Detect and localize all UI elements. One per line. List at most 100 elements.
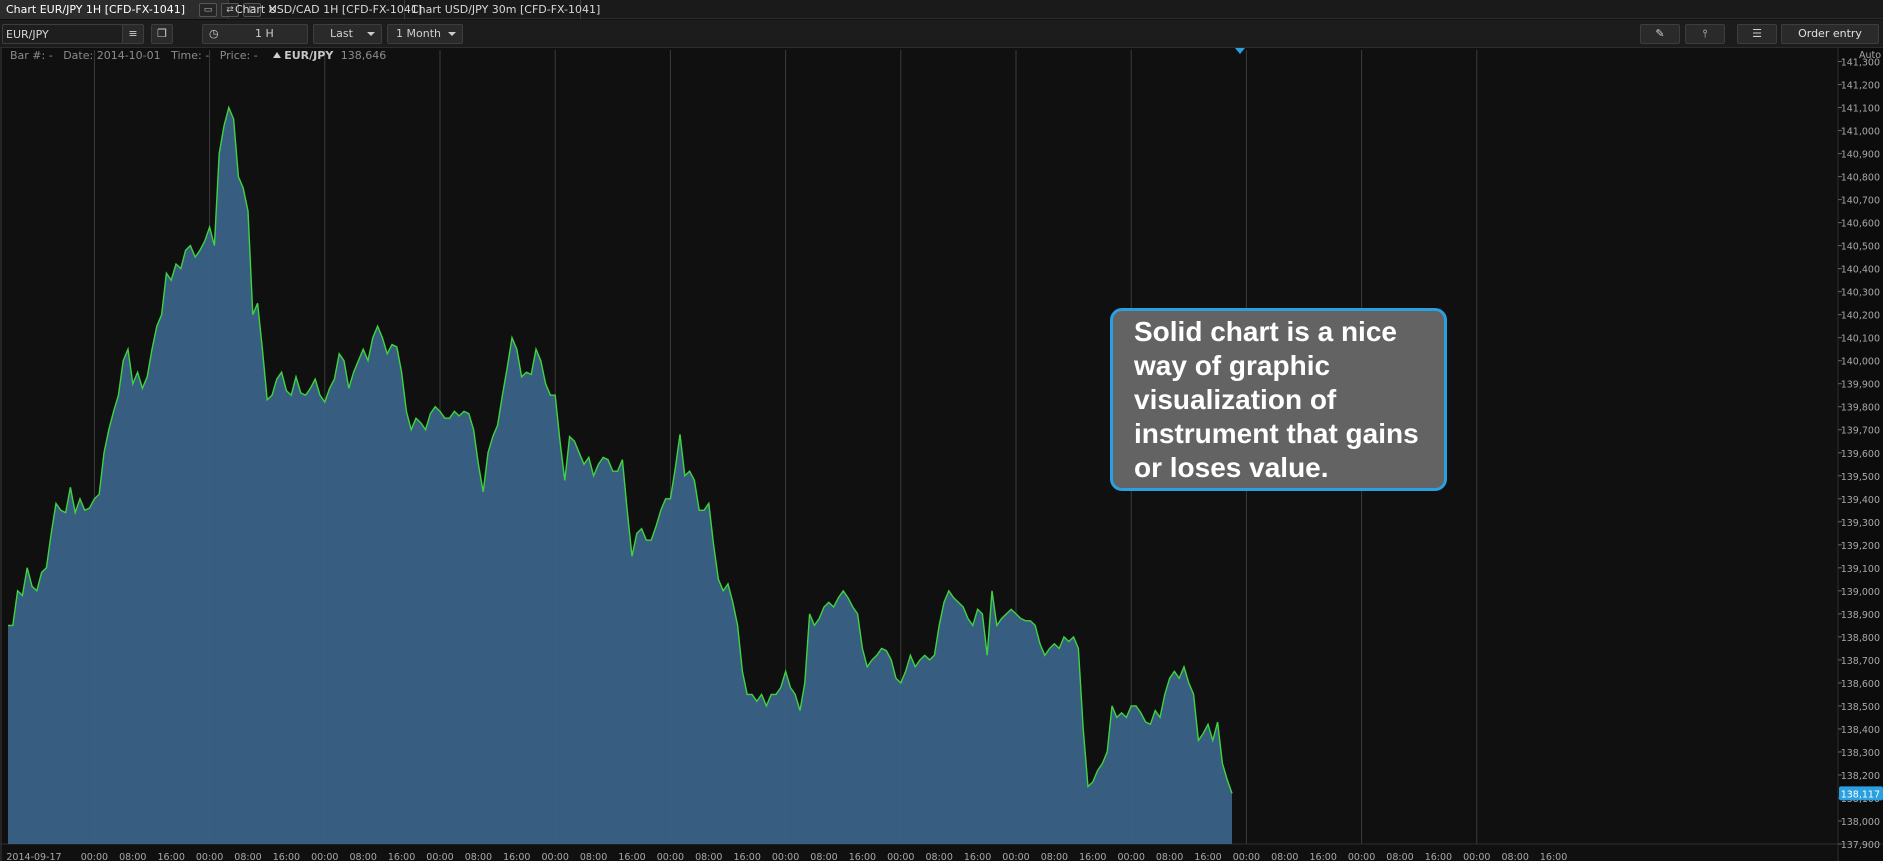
price-axis-label: 140,000 [1841, 357, 1880, 368]
price-axis-label: 140,900 [1841, 150, 1880, 161]
pin-icon[interactable]: ▭ [199, 2, 218, 17]
crosshair-info: Bar #: - Date: 2014-10-01 Time: - Price:… [10, 49, 386, 62]
price-axis-label: 138,700 [1841, 656, 1880, 667]
price-axis-label: 141,000 [1841, 127, 1880, 138]
price-axis-label: 137,900 [1841, 840, 1880, 851]
time-axis-label: 08:00 [695, 852, 722, 861]
time-axis-label: 08:00 [1386, 852, 1413, 861]
pencil-icon[interactable]: ✎ [1640, 24, 1680, 44]
price-axis-label: 139,900 [1841, 380, 1880, 391]
time-axis-label: 00:00 [1348, 852, 1375, 861]
time-axis-label: 08:00 [810, 852, 837, 861]
time-axis-label: 00:00 [657, 852, 684, 861]
time-axis-label: 08:00 [350, 852, 377, 861]
info-time: Time: - [171, 49, 210, 62]
time-axis-label: 00:00 [81, 852, 108, 861]
price-axis-label: 138,200 [1841, 771, 1880, 782]
price-line [8, 105, 1233, 794]
price-axis-label: 141,300 [1841, 58, 1880, 69]
detach-icon[interactable]: ◻ [243, 2, 262, 17]
price-axis-label: 140,500 [1841, 242, 1880, 253]
time-axis-label: 16:00 [964, 852, 991, 861]
time-axis-label: 00:00 [311, 852, 338, 861]
price-axis-label: 138,400 [1841, 725, 1880, 736]
time-axis-label: 08:00 [119, 852, 146, 861]
time-axis-label: 08:00 [580, 852, 607, 861]
bar-number: Bar #: - [10, 49, 53, 62]
tab-eurjpy-chart[interactable]: Chart EUR/JPY 1H [CFD-FX-1041] ▭ ⇄ ◻ × [0, 0, 278, 19]
interval-label: 1 H [255, 27, 274, 40]
time-axis-label: 16:00 [1079, 852, 1106, 861]
price-axis-label: 138,300 [1841, 748, 1880, 759]
current-price-marker [1839, 786, 1883, 801]
price-axis-label: 140,600 [1841, 219, 1880, 230]
tab-usdjpy-chart[interactable]: Chart USD/JPY 30m [CFD-FX-1041] [405, 0, 600, 19]
time-axis-label: 16:00 [273, 852, 300, 861]
tab-label: Chart USD/CAD 1H [CFD-FX-1041] [235, 3, 423, 16]
time-axis-label: 16:00 [503, 852, 530, 861]
time-axis-label: 16:00 [1540, 852, 1567, 861]
range-dropdown[interactable]: 1 Month [387, 24, 463, 44]
info-symbol-price: 138,646 [340, 49, 387, 62]
price-axis-label: 138,500 [1841, 702, 1880, 713]
chevron-down-icon [448, 32, 456, 36]
time-axis-label: 2014-09-17 [6, 852, 61, 861]
time-axis-label: 00:00 [196, 852, 223, 861]
time-axis-label: 16:00 [849, 852, 876, 861]
time-axis-label: 08:00 [1156, 852, 1183, 861]
time-axis-label: 08:00 [926, 852, 953, 861]
list-icon[interactable]: ≡ [122, 24, 144, 44]
info-symbol: EUR/JPY [284, 49, 334, 62]
indicator-icon[interactable]: ⫯ [1685, 24, 1725, 44]
chart-panel: 141,300 141,200 141,100 141,000 140,900 140,8… [0, 48, 1883, 861]
price-axis-label: 138,000 [1841, 817, 1880, 828]
price-axis-background [1838, 48, 1883, 861]
range-value: 1 Month [396, 27, 441, 40]
time-axis-label: 16:00 [1425, 852, 1452, 861]
time-axis-label: 00:00 [1118, 852, 1145, 861]
price-axis-label: 138,800 [1841, 633, 1880, 644]
windows-icon[interactable]: ❐ [151, 24, 173, 44]
price-axis-label: 139,000 [1841, 587, 1880, 598]
symbol-input[interactable] [2, 24, 142, 44]
price-axis-label: 141,100 [1841, 104, 1880, 115]
time-axis-label: 08:00 [465, 852, 492, 861]
clock-icon: ◷ [209, 27, 219, 40]
price-axis-label: 140,200 [1841, 311, 1880, 322]
menu-icon[interactable]: ☰ [1737, 24, 1777, 44]
close-icon[interactable]: × [267, 2, 278, 17]
info-date: Date: 2014-10-01 [63, 49, 161, 62]
time-axis-label: 08:00 [1271, 852, 1298, 861]
time-axis-label: 16:00 [1194, 852, 1221, 861]
tab-usdcad-chart[interactable]: Chart USD/CAD 1H [CFD-FX-1041] [229, 0, 422, 19]
price-axis-label: 140,700 [1841, 196, 1880, 207]
time-axis-label: 16:00 [618, 852, 645, 861]
price-axis-label: 140,100 [1841, 334, 1880, 345]
time-cursor-marker [1235, 48, 1245, 54]
time-axis-label: 00:00 [1463, 852, 1490, 861]
time-axis-label: 00:00 [426, 852, 453, 861]
price-axis-label: 141,200 [1841, 81, 1880, 92]
price-axis-label: 138,600 [1841, 679, 1880, 690]
tab-label: Chart EUR/JPY 1H [CFD-FX-1041] [6, 3, 186, 16]
price-axis-label: 139,500 [1841, 472, 1880, 483]
price-area-fill [8, 107, 1232, 844]
order-entry-button[interactable]: Order entry [1781, 24, 1879, 44]
tab-strip: Chart EUR/JPY 1H [CFD-FX-1041] ▭ ⇄ ◻ × C… [0, 0, 1883, 19]
price-axis-label: 139,700 [1841, 426, 1880, 437]
price-type-value: Last [330, 27, 353, 40]
price-axis-label: 139,100 [1841, 564, 1880, 575]
price-type-dropdown[interactable]: Last [313, 24, 382, 44]
time-axis-label: 16:00 [1310, 852, 1337, 861]
price-axis-label: 139,200 [1841, 541, 1880, 552]
time-axis-label: 16:00 [388, 852, 415, 861]
time-axis-label: 08:00 [234, 852, 261, 861]
price-axis-label: 139,400 [1841, 495, 1880, 506]
chevron-down-icon [367, 32, 375, 36]
time-axis-label: 16:00 [158, 852, 185, 861]
time-axis-label: 00:00 [1233, 852, 1260, 861]
interval-selector[interactable]: ◷ 1 H [202, 24, 308, 44]
link-icon[interactable]: ⇄ [221, 2, 240, 17]
time-axis-label: 00:00 [542, 852, 569, 861]
solid-area-chart[interactable]: 141,300 141,200 141,100 141,000 140,900 140,8… [0, 48, 1883, 861]
